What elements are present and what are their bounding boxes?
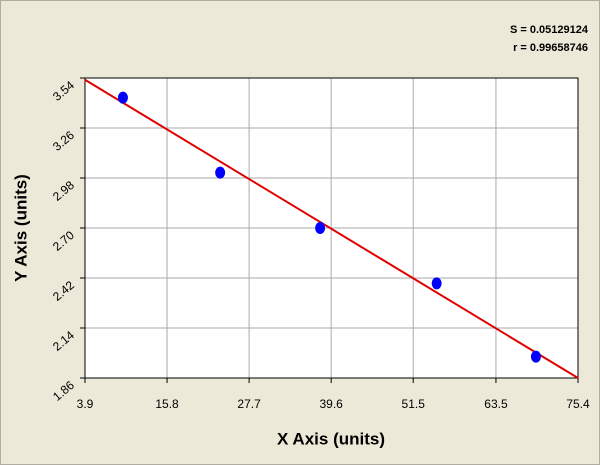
x-tick-label: 27.7 — [237, 397, 261, 411]
x-tick-label: 15.8 — [155, 397, 179, 411]
x-tick-label: 63.5 — [484, 397, 508, 411]
stat-r: r = 0.99658746 — [513, 42, 588, 54]
data-point — [315, 222, 326, 234]
fit-line — [84, 78, 579, 379]
data-point — [117, 91, 128, 104]
y-axis-title: Y Axis (units) — [11, 174, 30, 282]
stat-s: S = 0.05129124 — [510, 24, 589, 36]
x-tick-label: 51.5 — [402, 397, 426, 411]
x-tick-label: 39.6 — [319, 397, 343, 411]
data-point — [215, 166, 226, 179]
data-point — [431, 277, 442, 290]
x-tick-label: 75.4 — [566, 397, 590, 411]
x-axis-title: X Axis (units) — [277, 429, 385, 448]
plot-border — [84, 77, 579, 379]
x-tick-label: 3.9 — [77, 397, 94, 411]
data-point — [530, 350, 541, 363]
